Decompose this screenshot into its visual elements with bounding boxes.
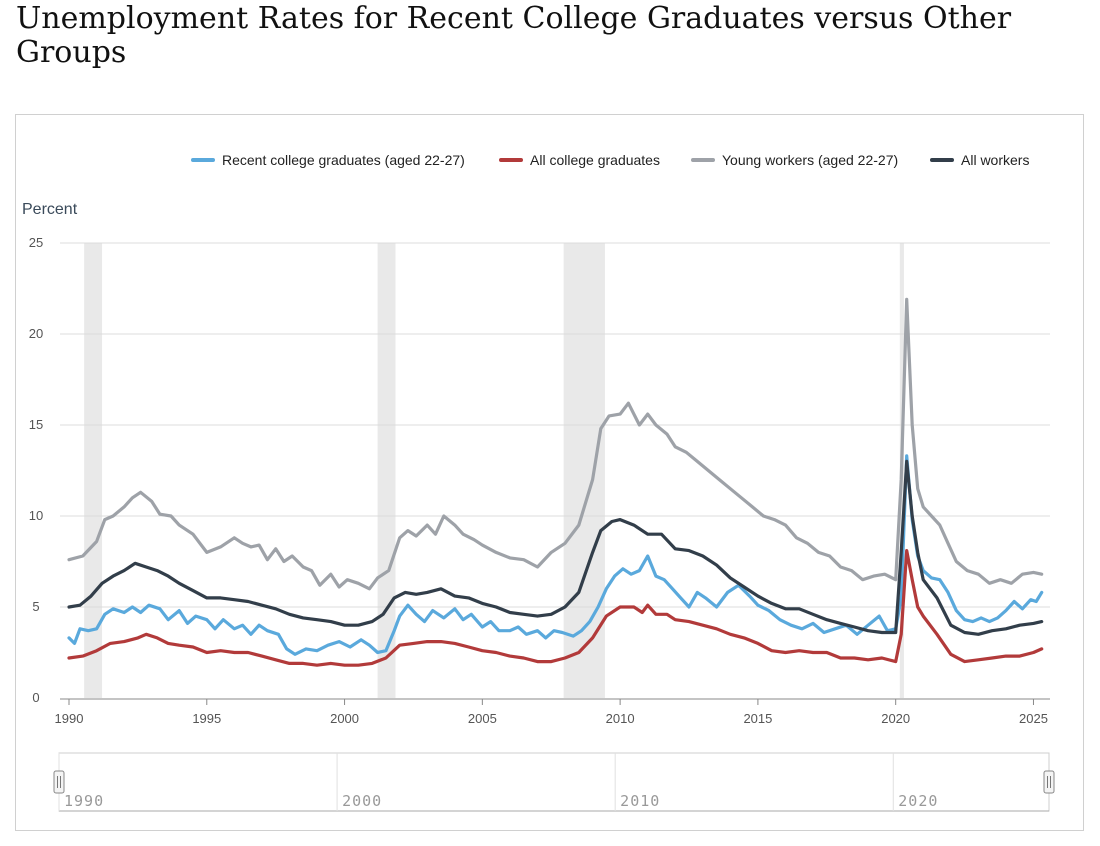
y-tick-label-25: 25 [29, 235, 43, 250]
y-axis-ticks: 0 5 10 15 20 25 [29, 235, 43, 705]
legend[interactable]: Recent college graduates (aged 22-27) All… [191, 152, 1029, 168]
series-line-all-grads[interactable] [67, 549, 1044, 667]
y-tick-label-5: 5 [32, 599, 39, 614]
x-axis: 1990 1995 2000 2005 2010 2015 2020 2025 [55, 698, 1050, 726]
y-tick-label-10: 10 [29, 508, 43, 523]
legend-label-young-workers: Young workers (aged 22-27) [722, 152, 898, 168]
y-tick-label-20: 20 [29, 326, 43, 341]
page-title: Unemployment Rates for Recent College Gr… [16, 1, 1012, 70]
navigator-label-2000: 2000 [342, 792, 382, 810]
navigator-handle-body[interactable] [53, 770, 65, 794]
recession-band-0 [84, 243, 103, 698]
y-axis-label: Percent [22, 201, 78, 218]
range-navigator[interactable]: 1990 2000 2010 2020 [53, 752, 1055, 812]
navigator-handle-left[interactable] [53, 770, 65, 794]
series-line-all-workers[interactable] [67, 459, 1044, 636]
x-tick-label-2010: 2010 [606, 711, 635, 726]
x-tick-label-1995: 1995 [192, 711, 221, 726]
legend-label-all-grads: All college graduates [530, 152, 660, 168]
legend-item-young-workers[interactable]: Young workers (aged 22-27) [691, 152, 898, 168]
navigator-handle-body[interactable] [1043, 770, 1055, 794]
legend-label-all-workers: All workers [961, 152, 1029, 168]
x-tick-label-2015: 2015 [743, 711, 772, 726]
navigator-label-2020: 2020 [898, 792, 938, 810]
recession-shading [84, 243, 904, 698]
x-tick-label-2020: 2020 [881, 711, 910, 726]
x-tick-label-2000: 2000 [330, 711, 359, 726]
series-lines [67, 297, 1044, 667]
x-tick-label-1990: 1990 [55, 711, 84, 726]
navigator-label-2010: 2010 [620, 792, 660, 810]
legend-item-all-grads[interactable]: All college graduates [499, 152, 660, 168]
series-line-young-workers[interactable] [67, 297, 1044, 591]
recession-band-2 [563, 243, 605, 698]
x-tick-label-2025: 2025 [1019, 711, 1048, 726]
y-tick-label-0: 0 [32, 690, 39, 705]
x-tick-label-2005: 2005 [468, 711, 497, 726]
recession-band-1 [377, 243, 396, 698]
grid-lines [60, 242, 1050, 608]
legend-item-all-workers[interactable]: All workers [930, 152, 1029, 168]
chart-frame [15, 114, 1084, 831]
y-tick-label-15: 15 [29, 417, 43, 432]
legend-item-recent-grads[interactable]: Recent college graduates (aged 22-27) [191, 152, 465, 168]
navigator-label-1990: 1990 [64, 792, 104, 810]
legend-label-recent-grads: Recent college graduates (aged 22-27) [222, 152, 465, 168]
navigator-handle-right[interactable] [1043, 770, 1055, 794]
